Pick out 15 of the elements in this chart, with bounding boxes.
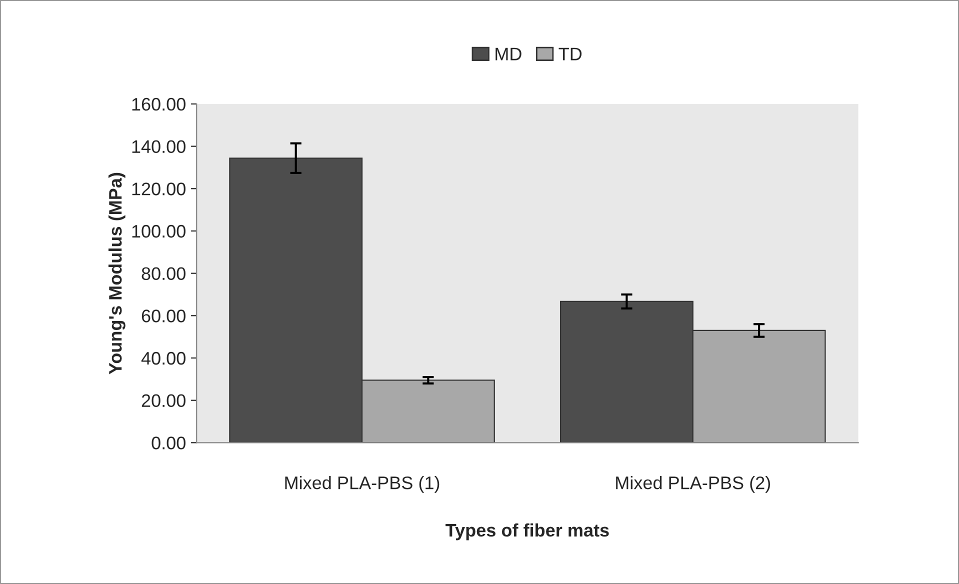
y-tick-label: 160.00	[132, 98, 186, 111]
x-axis-title: Types of fiber mats	[446, 523, 609, 540]
x-tick-label: Mixed PLA-PBS (2)	[616, 476, 770, 493]
y-tick-label: 0.00	[152, 436, 186, 450]
legend-label: TD	[558, 48, 582, 60]
y-tick-label: 100.00	[132, 224, 186, 238]
y-tick-label: 140.00	[132, 140, 186, 154]
y-tick-label: 60.00	[142, 310, 186, 322]
y-tick-label: 20.00	[142, 394, 186, 408]
legend-label: MD	[496, 48, 522, 60]
y-tick-label: 40.00	[141, 352, 186, 365]
y-axis-title: Young's Modulus (MPa)	[108, 172, 126, 374]
y-tick-label: 80.00	[142, 267, 186, 280]
x-tick-label: Mixed PLA-PBS (1)	[285, 476, 440, 493]
y-tick-label: 120.00	[132, 182, 186, 196]
